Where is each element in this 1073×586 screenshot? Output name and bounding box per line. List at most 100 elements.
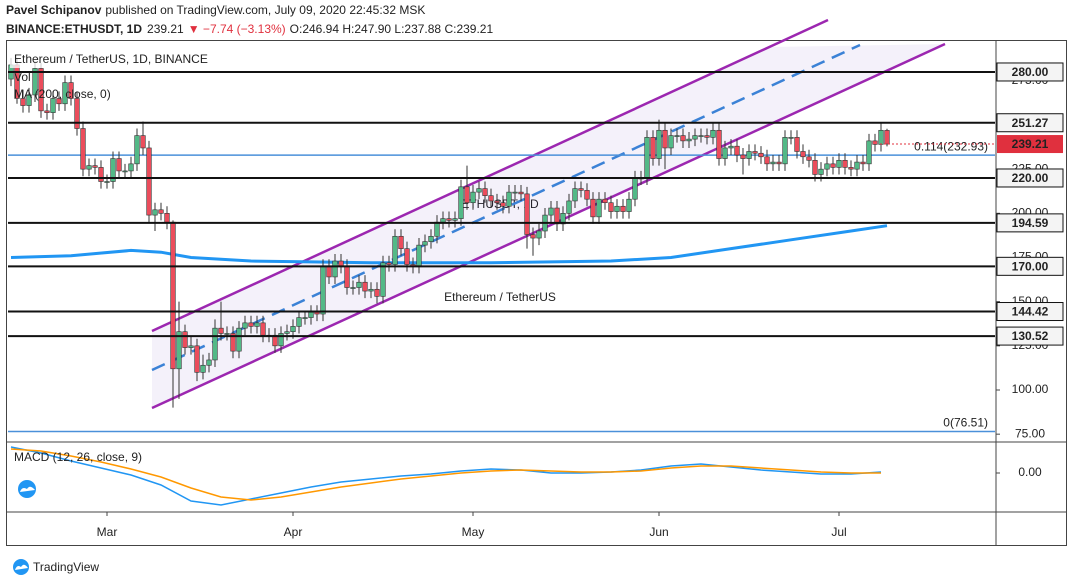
candle-body [80, 128, 86, 170]
candle-body [218, 327, 224, 334]
fib-label: 0.114(232.93) [914, 139, 988, 153]
legend-title: Ethereum / TetherUS, 1D, BINANCE [14, 52, 208, 66]
candle-body [314, 311, 320, 315]
candle-body [152, 209, 158, 216]
candle-body [404, 248, 410, 265]
candle-body [860, 161, 866, 165]
footer-brand: TradingView [33, 560, 99, 574]
macd-cloud [20, 486, 35, 492]
candle-body [176, 331, 182, 370]
candle-body [752, 151, 758, 154]
candle-body [566, 200, 572, 214]
candle-body [650, 137, 656, 159]
candle-body [884, 130, 890, 145]
logo-cloud [15, 564, 28, 570]
candle-body [602, 198, 608, 204]
candle-body [590, 198, 596, 218]
plot: 75.00100.00125.00150.00175.00200.00225.0… [8, 51, 1064, 539]
candle-body [848, 167, 854, 170]
candle-body [668, 135, 674, 149]
x-tick-label: Apr [284, 525, 303, 539]
candle-body [806, 156, 812, 161]
candle-body [296, 317, 302, 327]
fib-label: 0(76.51) [943, 416, 988, 430]
volume-label: Vol [14, 70, 31, 84]
candle-body [728, 145, 734, 149]
candle-body [500, 202, 506, 207]
channel-median [151, 43, 861, 372]
candle-body [242, 322, 248, 329]
level-label: 251.27 [1012, 116, 1049, 130]
candle-body [428, 235, 434, 242]
y-tick-label: 100.00 [1012, 382, 1049, 396]
candle-body [56, 98, 62, 105]
candle-body [476, 188, 482, 193]
price: 239.21 [147, 22, 184, 36]
candle-body [506, 191, 512, 207]
candle-body [146, 147, 152, 216]
last-price-box [997, 135, 1063, 154]
candle-body [182, 331, 188, 348]
candle-body [224, 333, 230, 335]
moving-average [10, 224, 888, 265]
level-label: 130.52 [1012, 329, 1049, 343]
candle-body [746, 151, 752, 159]
candle-body [284, 331, 290, 334]
candle-body [770, 161, 776, 165]
candle-body [716, 129, 722, 159]
candle-body [68, 82, 74, 99]
candle-body [764, 156, 770, 165]
level-label: 170.00 [1012, 259, 1049, 273]
level-box [996, 302, 1064, 322]
candle-body [92, 165, 98, 168]
candle-body [548, 207, 554, 216]
candle-body [698, 135, 704, 137]
macd-title: MACD (12, 26, close, 9) [14, 450, 142, 464]
candle-body [434, 221, 440, 237]
footer-logo: TradingView [13, 559, 99, 575]
x-tick-label: Jul [831, 525, 846, 539]
candle-body [758, 152, 764, 158]
candle-body [812, 160, 818, 175]
candle-body [494, 200, 500, 204]
candle-body [818, 168, 824, 175]
frame [6, 40, 1067, 546]
symbol: BINANCE:ETHUSDT, 1D [6, 22, 142, 36]
candle-body [320, 266, 326, 315]
candle-body [302, 317, 308, 319]
candle-body [644, 137, 650, 179]
candle-body [422, 241, 428, 246]
candle-body [488, 195, 494, 202]
y-tick-label: 75.00 [1015, 426, 1045, 440]
candle-body [356, 281, 362, 288]
candle-body [200, 364, 206, 373]
candle-body [620, 205, 626, 212]
header-line: Pavel Schipanov published on TradingView.… [6, 3, 425, 17]
candle-body [122, 170, 128, 173]
candle-body [662, 129, 668, 149]
x-tick-label: May [462, 525, 485, 539]
candle-body [578, 188, 584, 191]
author: Pavel Schipanov [6, 3, 102, 17]
candle-body [140, 135, 146, 149]
candle-body [212, 327, 218, 361]
candle-body [188, 345, 194, 348]
candle-body [374, 288, 380, 297]
candle-body [236, 327, 242, 352]
candle-body [20, 98, 26, 106]
candle-body [44, 110, 50, 113]
level-box [996, 213, 1064, 233]
candle-body [254, 322, 260, 327]
candle-body [104, 181, 110, 183]
candle-body [392, 235, 398, 265]
candle-body [116, 158, 122, 172]
candle-body [704, 135, 710, 138]
x-tick-label: Jun [649, 525, 668, 539]
watermark-subtitle: Ethereum / TetherUS [444, 290, 556, 304]
candle-body [842, 160, 848, 168]
candle-body [86, 165, 92, 170]
candle-body [278, 333, 284, 347]
candle-body [800, 151, 806, 158]
candle-body [368, 288, 374, 292]
